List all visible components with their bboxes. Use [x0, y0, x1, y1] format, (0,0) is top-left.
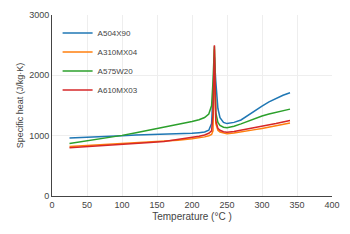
svg-text:350: 350 — [289, 200, 304, 210]
svg-text:100: 100 — [114, 200, 129, 210]
svg-text:2000: 2000 — [29, 70, 49, 80]
svg-text:A310MX04: A310MX04 — [98, 48, 138, 57]
svg-text:150: 150 — [149, 200, 164, 210]
svg-text:A504X90: A504X90 — [98, 29, 131, 38]
svg-text:1000: 1000 — [29, 131, 49, 141]
svg-text:400: 400 — [324, 200, 339, 210]
svg-text:250: 250 — [219, 200, 234, 210]
svg-text:0: 0 — [49, 200, 54, 210]
svg-text:3000: 3000 — [29, 10, 49, 20]
svg-text:Temperature (°C ): Temperature (°C ) — [152, 211, 232, 222]
svg-text:0: 0 — [44, 191, 49, 201]
svg-text:200: 200 — [184, 200, 199, 210]
svg-text:A575W20: A575W20 — [98, 67, 134, 76]
svg-text:Specific heat (J/kg·K): Specific heat (J/kg·K) — [15, 63, 25, 149]
svg-text:300: 300 — [254, 200, 269, 210]
svg-text:A610MX03: A610MX03 — [98, 86, 138, 95]
svg-text:50: 50 — [82, 200, 92, 210]
